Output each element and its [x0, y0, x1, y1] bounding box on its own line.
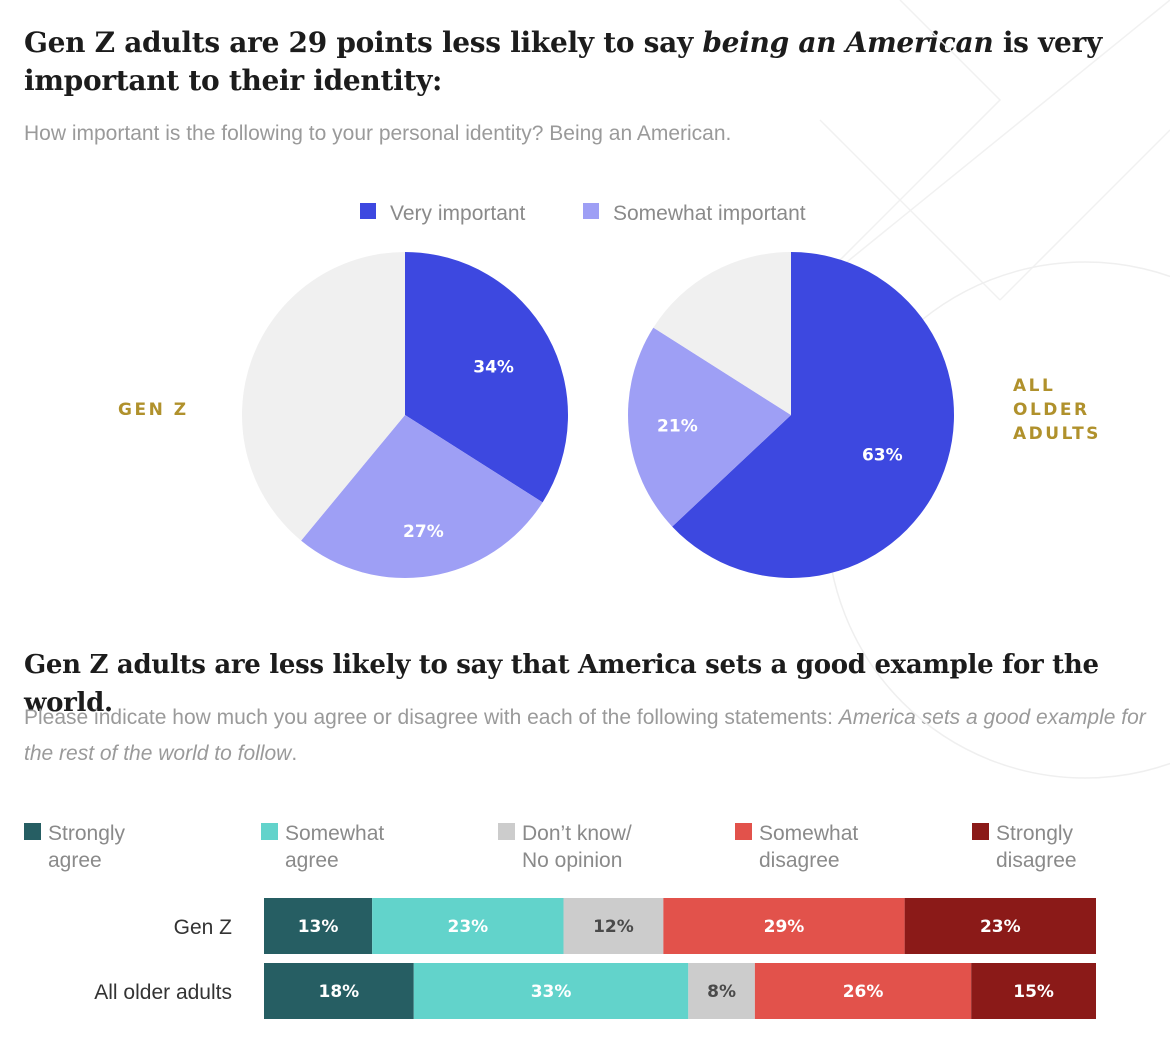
bar-segment-all-older-adults-strongly-disagree — [971, 963, 1096, 1019]
legend-label-don-t-know-no-opinion-line-2: No opinion — [522, 849, 622, 872]
pie-label-gen-z-somewhat-important: 27% — [403, 522, 444, 542]
pie-label-gen-z-very-important: 34% — [473, 357, 514, 377]
bar-value-gen-z-somewhat-disagree: 29% — [764, 917, 805, 937]
legend-swatch-somewhat-agree — [261, 823, 278, 840]
bar-segment-all-older-adults-don-t-know-no-opinion — [688, 963, 755, 1019]
pie-label-all-older-adults-very-important: 63% — [862, 446, 903, 466]
legend-label-somewhat-agree-line-2: agree — [285, 849, 339, 872]
decor-diamond-line — [799, 0, 1170, 301]
bar-chart-title: Gen Z adults are less likely to say that… — [24, 650, 1099, 718]
legend-swatch-strongly-agree — [24, 823, 41, 840]
bar-legend: Strongly agree Somewhat agree Don’t know/No … — [24, 822, 1077, 872]
pie-slice-gen-z-very-important — [405, 252, 569, 503]
bar-segment-all-older-adults-somewhat-disagree — [754, 963, 972, 1019]
category-label-gen-z: Gen Z — [174, 916, 233, 939]
bar-value-gen-z-strongly-disagree: 23% — [980, 917, 1021, 937]
bar-value-gen-z-somewhat-agree: 23% — [447, 917, 488, 937]
pie-group-label-all-older-adults-line-3: ADULTS — [1013, 424, 1101, 444]
legend-label-somewhat-important: Somewhat important — [613, 202, 806, 225]
bar-value-all-older-adults-somewhat-agree: 33% — [531, 982, 572, 1002]
pie-chart-subtitle: How important is the following to your p… — [24, 122, 732, 145]
legend-swatch-don-t-know-no-opinion — [498, 823, 515, 840]
legend-label-very-important: Very important — [390, 202, 526, 225]
bar-value-gen-z-strongly-agree: 13% — [298, 917, 339, 937]
pie-group-label-all-older-adults-line-2: OLDER — [1013, 400, 1090, 420]
pie-slice-gen-z-other — [242, 252, 405, 541]
legend-label-strongly-agree-line-1: Strongly — [48, 822, 126, 845]
legend-label-somewhat-agree-line-1: Somewhat — [285, 822, 384, 845]
pie-slice-all-older-adults-very-important — [672, 252, 955, 578]
bar-segment-gen-z-somewhat-agree — [372, 898, 564, 954]
bar-segment-gen-z-somewhat-disagree — [663, 898, 905, 954]
pie-label-all-older-adults-somewhat-important: 21% — [657, 417, 698, 437]
pie-group-label-all-older-adults-line-1: ALL — [1013, 376, 1055, 396]
legend-label-strongly-agree-line-2: agree — [48, 849, 102, 872]
bar-segment-gen-z-don-t-know-no-opinion — [563, 898, 664, 954]
legend-label-don-t-know-no-opinion-line-1: Don’t know/ — [522, 822, 632, 845]
bar-segment-gen-z-strongly-agree — [264, 898, 373, 954]
pies: 34% 27% GEN Z 63% 21% ALL OLDER ADULTS — [118, 252, 1101, 579]
pie-chart-title: Gen Z adults are 29 points less likely t… — [24, 26, 1102, 97]
bar-value-all-older-adults-strongly-agree: 18% — [319, 982, 360, 1002]
pie-slice-gen-z-somewhat-important — [301, 415, 543, 579]
category-label-all-older-adults: All older adults — [94, 981, 232, 1004]
legend-swatch-strongly-disagree — [972, 823, 989, 840]
legend-label-strongly-disagree-line-2: disagree — [996, 849, 1077, 872]
bar-chart-subtitle: Please indicate how much you agree or di… — [24, 706, 1146, 765]
bar-segment-all-older-adults-strongly-agree — [264, 963, 414, 1019]
legend-swatch-somewhat-important — [583, 203, 599, 219]
bar-value-all-older-adults-somewhat-disagree: 26% — [843, 982, 884, 1002]
bar-segment-gen-z-strongly-disagree — [904, 898, 1096, 954]
bar-segment-all-older-adults-somewhat-agree — [413, 963, 689, 1019]
stacked-bars: Gen Z 13% 23% 12% 29% 23% All older adults 18% 3… — [94, 898, 1096, 1019]
legend-swatch-very-important — [360, 203, 376, 219]
pie-group-label-gen-z: GEN Z — [118, 400, 189, 420]
pie-slice-all-older-adults-other — [653, 252, 791, 415]
legend-label-strongly-disagree-line-1: Strongly — [996, 822, 1074, 845]
pie-slice-all-older-adults-somewhat-important — [627, 327, 791, 527]
bar-value-gen-z-don-t-know-no-opinion: 12% — [593, 917, 634, 937]
pie-legend: Very important Somewhat important — [360, 202, 806, 225]
decor-diamond-line-2 — [999, 129, 1170, 301]
bar-value-all-older-adults-don-t-know-no-opinion: 8% — [707, 982, 736, 1002]
legend-label-somewhat-disagree-line-1: Somewhat — [759, 822, 858, 845]
bar-value-all-older-adults-strongly-disagree: 15% — [1013, 982, 1054, 1002]
legend-label-somewhat-disagree-line-2: disagree — [759, 849, 840, 872]
legend-swatch-somewhat-disagree — [735, 823, 752, 840]
decor-diamond-line-3 — [819, 119, 1001, 301]
